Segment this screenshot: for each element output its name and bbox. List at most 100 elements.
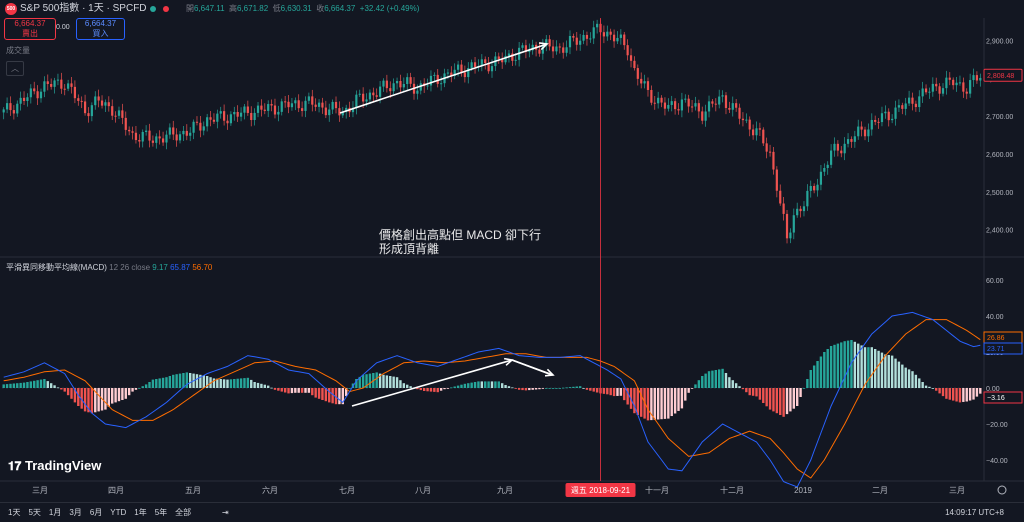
macd-name: 平滑異同移動平均線(MACD) [6, 263, 107, 272]
candle [802, 206, 806, 212]
candle [816, 184, 819, 191]
candle [938, 86, 941, 94]
macd-histogram-bar [236, 378, 239, 388]
macd-histogram-bar [843, 341, 846, 388]
macd-histogram-bar [172, 374, 175, 388]
candle [789, 232, 792, 239]
macd-histogram-bar [484, 381, 487, 388]
macd-histogram-bar [406, 384, 409, 388]
macd-histogram-bar [595, 388, 599, 393]
macd-histogram-bar [636, 388, 640, 415]
macd-histogram-bar [131, 388, 134, 392]
timeframe-3[interactable]: 3月 [69, 508, 82, 517]
candle [341, 111, 344, 116]
tradingview-brand: TradingView [24, 458, 102, 473]
timeframe-1[interactable]: 5天 [28, 508, 41, 517]
timeframe-2[interactable]: 1月 [48, 508, 62, 517]
candle [952, 79, 955, 86]
macd-histogram-bar [951, 388, 955, 401]
candle [473, 62, 477, 67]
macd-histogram-bar [205, 376, 209, 388]
timeframe-7[interactable]: 5年 [154, 508, 168, 517]
candle [738, 107, 741, 119]
sell-button[interactable]: 6,664.37 賣出 [4, 18, 56, 40]
macd-histogram-bar [606, 388, 609, 395]
spread-value: 0.00 [56, 24, 70, 31]
candle [850, 139, 853, 142]
macd-histogram-bar [745, 388, 748, 393]
macd-histogram-bar [429, 388, 433, 392]
symbol-title[interactable]: S&P 500指數 · 1天 · SPCFD [20, 3, 147, 14]
candle [314, 104, 317, 107]
macd-histogram-bar [514, 388, 517, 389]
candle [870, 119, 873, 130]
sp500-logo-icon: 500 [5, 3, 17, 15]
macd-histogram-bar [833, 344, 836, 388]
timeframe-4[interactable]: 6月 [89, 508, 103, 517]
macd-histogram-bar [9, 383, 12, 388]
hist-value-label: −3.16 [987, 395, 1005, 402]
macd-histogram-bar [955, 388, 958, 402]
macd-histogram-bar [216, 378, 219, 388]
macd-histogram-bar [456, 385, 460, 388]
macd-histogram-bar [785, 388, 789, 415]
macd-histogram-bar [470, 382, 473, 388]
macd-histogram-bar [382, 374, 385, 388]
macd-histogram-bar [755, 388, 758, 397]
macd-histogram-bar [578, 386, 582, 388]
candle [504, 55, 507, 63]
candle [311, 96, 314, 105]
macd-histogram-bar [243, 378, 246, 388]
timeframe-6[interactable]: 1年 [134, 508, 147, 517]
date-range-icon[interactable]: ⇥ [222, 508, 229, 517]
price-tick-label: 2,400.00 [986, 228, 1013, 235]
candle [273, 105, 277, 115]
price-divergence-arrow-head [538, 42, 549, 51]
candle [684, 98, 687, 100]
candle [653, 102, 656, 104]
macd-histogram-bar [324, 388, 328, 402]
candle [775, 169, 778, 191]
candle [643, 81, 646, 84]
timeframe-5[interactable]: YTD [110, 508, 127, 517]
macd-legend[interactable]: 平滑異同移動平均線(MACD) 12 26 close 9.17 65.87 5… [6, 262, 212, 273]
volume-legend[interactable]: 成交量 [6, 46, 30, 55]
candle [392, 83, 395, 92]
macd-histogram-bar [358, 376, 361, 388]
candle [378, 86, 382, 97]
candle [521, 45, 524, 48]
macd-histogram-bar [728, 377, 731, 388]
collapse-legend-button[interactable]: ︿ [6, 61, 24, 76]
macd-histogram-bar [551, 388, 555, 389]
candle [446, 72, 450, 74]
macd-histogram-bar [548, 388, 551, 389]
candle [151, 140, 154, 143]
timeframe-0[interactable]: 1天 [8, 508, 21, 517]
macd-histogram-bar [528, 388, 531, 391]
chart-canvas[interactable]: 2,400.002,500.002,600.002,700.002,800.00… [0, 0, 1024, 502]
time-tick-label: 二月 [872, 486, 888, 495]
candle [260, 105, 263, 110]
macd-histogram-bar [650, 388, 653, 421]
candle [792, 215, 795, 233]
candle [236, 111, 239, 117]
candle [284, 101, 287, 103]
candle [416, 90, 419, 94]
candle [22, 97, 26, 102]
tradingview-logo[interactable]: 𝟏𝟕 TradingView [8, 458, 101, 474]
macd-histogram-bar [33, 380, 36, 388]
macd-histogram-bar [517, 388, 521, 390]
macd-histogram-bar [680, 388, 684, 409]
macd-histogram-bar [958, 388, 962, 403]
signal-value-label: 26.86 [987, 335, 1005, 342]
buy-button[interactable]: 6,664.37 買入 [76, 18, 125, 40]
macd-histogram-bar [338, 388, 341, 405]
timeframe-8[interactable]: 全部 [175, 508, 192, 517]
candle [897, 105, 901, 108]
macd-histogram-bar [521, 388, 524, 391]
candle [121, 110, 124, 118]
candle [901, 105, 904, 109]
macd-histogram-bar [450, 387, 453, 389]
candle [867, 129, 870, 137]
candle [97, 96, 100, 101]
